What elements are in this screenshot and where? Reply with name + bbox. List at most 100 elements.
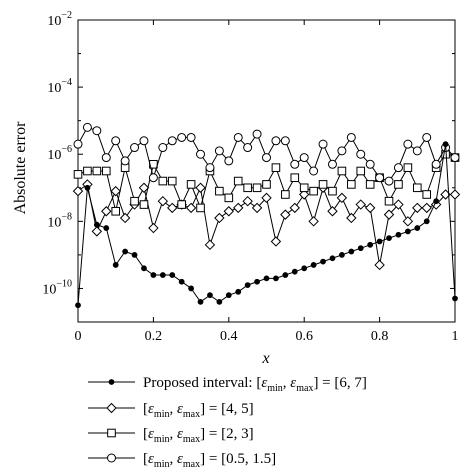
data-point: [204, 239, 216, 251]
data-point: [261, 192, 272, 204]
data-point: [92, 126, 102, 136]
data-point: [148, 173, 158, 183]
data-point: [130, 196, 139, 206]
data-point: [167, 202, 178, 214]
data-point: [216, 298, 223, 305]
data-point: [252, 129, 262, 139]
data-point: [130, 143, 140, 153]
legend-label: [εmin, εmax] = [4, 5]: [143, 401, 254, 420]
y-tick-base: 10: [42, 282, 56, 297]
data-point: [73, 139, 83, 149]
data-point: [197, 298, 204, 305]
data-point: [83, 166, 92, 176]
data-point: [337, 146, 347, 156]
data-point: [233, 176, 243, 186]
legend-item: [εmin, εmax] = [4, 5]: [88, 401, 254, 420]
data-point: [243, 183, 252, 193]
legend-text-part: [: [143, 401, 148, 417]
legend-text-part: ε: [148, 426, 154, 442]
data-point: [271, 163, 281, 172]
data-point: [431, 159, 441, 169]
legend-label: [εmin, εmax] = [2, 3]: [143, 426, 254, 445]
y-axis-label: Absolute error: [12, 121, 29, 215]
data-point: [386, 235, 392, 242]
data-point: [270, 236, 282, 247]
data-point: [383, 209, 395, 220]
data-point: [289, 202, 300, 214]
data-point: [223, 206, 235, 217]
data-point: [177, 132, 187, 142]
data-point: [442, 141, 449, 148]
data-point: [309, 166, 319, 176]
data-point: [273, 275, 279, 282]
data-point: [393, 163, 403, 173]
data-point: [310, 262, 317, 268]
data-point: [422, 132, 432, 142]
y-tick-exponent: −8: [61, 211, 72, 222]
x-tick-label: 1: [452, 329, 459, 344]
legend-text-part: ε: [148, 401, 154, 417]
data-point: [384, 176, 394, 186]
data-point: [214, 146, 224, 156]
data-point: [413, 183, 422, 193]
data-point: [394, 180, 403, 189]
series-dot: [75, 141, 458, 309]
legend-text-part: ε: [148, 451, 154, 467]
data-point: [205, 163, 215, 173]
data-point: [327, 159, 337, 169]
data-point: [75, 302, 81, 309]
data-point: [395, 231, 402, 238]
x-tick-label: 0.8: [371, 329, 389, 344]
data-point: [93, 221, 100, 228]
data-point: [452, 295, 458, 302]
data-point: [367, 241, 374, 248]
data-point: [329, 255, 336, 262]
data-point: [449, 189, 461, 200]
data-point: [412, 146, 422, 156]
data-point: [207, 292, 213, 299]
data-point: [214, 212, 225, 224]
data-point: [422, 190, 432, 199]
data-point: [423, 218, 430, 225]
legend-marker: [107, 428, 116, 438]
data-point: [318, 139, 328, 149]
y-tick-exponent: −6: [61, 144, 72, 155]
data-point: [215, 186, 224, 196]
legend-label: Proposed interval: [εmin, εmax] = [6, 7]: [143, 375, 367, 394]
data-point: [111, 136, 121, 146]
legend-text-part: min: [154, 434, 170, 445]
y-tick-base: 10: [47, 81, 61, 96]
data-point: [357, 245, 364, 252]
data-point: [148, 222, 159, 234]
data-point: [421, 202, 432, 214]
legend-text-part: [: [143, 426, 148, 442]
data-point: [299, 153, 309, 163]
data-point: [84, 184, 91, 191]
data-point: [167, 136, 177, 146]
data-point: [243, 143, 253, 153]
data-point: [186, 132, 196, 142]
legend-text-part: ε: [290, 375, 296, 391]
data-point: [339, 251, 345, 258]
y-tick-label: 10−4: [47, 77, 72, 96]
data-point: [158, 176, 168, 186]
x-tick-label: 0: [75, 329, 82, 344]
data-point: [72, 185, 84, 197]
legend-text-part: min: [154, 459, 170, 470]
data-point: [290, 159, 300, 169]
legend-text-part: ε: [177, 451, 183, 467]
data-point: [262, 180, 271, 189]
data-point: [111, 206, 121, 216]
legend-text-part: max: [296, 383, 313, 394]
data-point: [271, 136, 281, 146]
legend-separator: ,: [283, 375, 291, 391]
y-tick-label: 10−10: [42, 278, 72, 297]
y-tick-base: 10: [47, 215, 61, 230]
data-point: [139, 136, 149, 146]
legend-text-part: max: [183, 434, 200, 445]
data-point: [364, 202, 376, 214]
data-point: [374, 259, 385, 271]
legend-item: [εmin, εmax] = [2, 3]: [88, 426, 254, 445]
legend-separator: ,: [169, 426, 177, 442]
